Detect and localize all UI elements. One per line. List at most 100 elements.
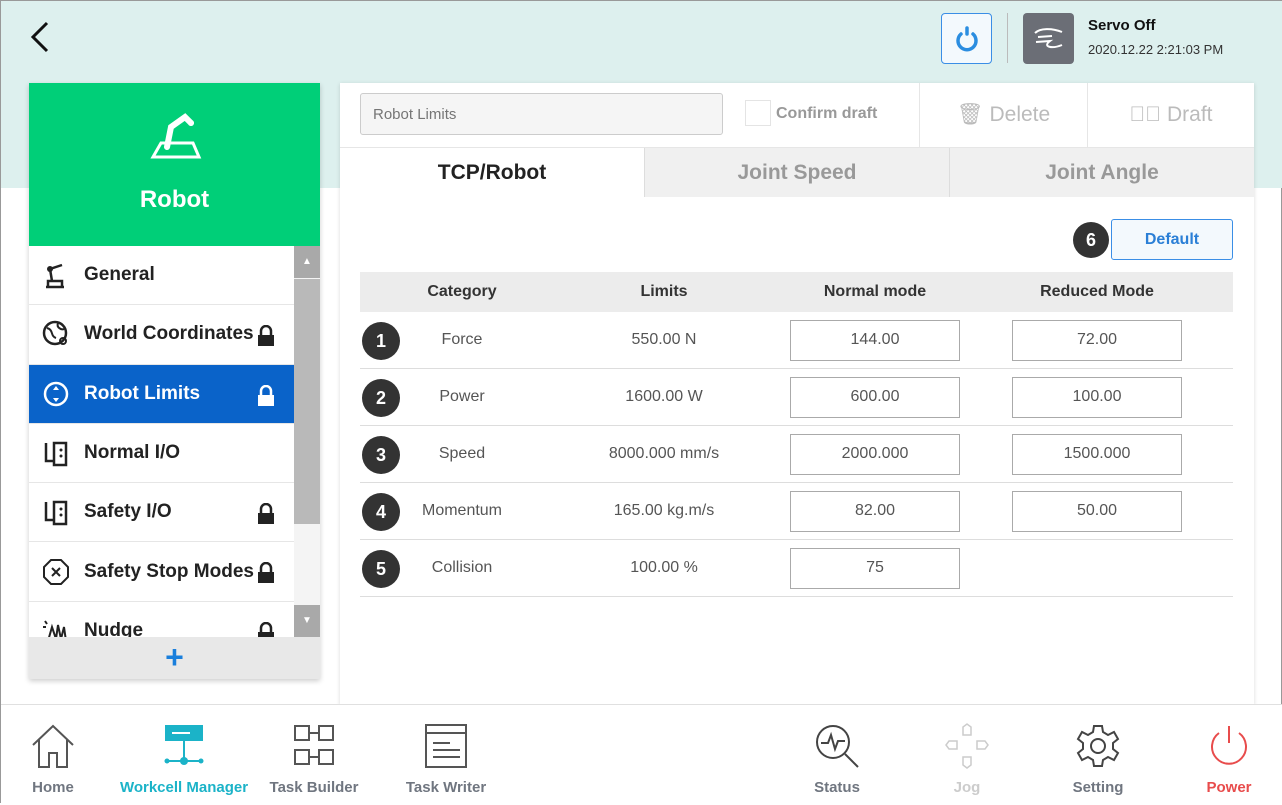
- reduced-mode-input[interactable]: [1012, 319, 1182, 361]
- hand-icon: [1033, 27, 1062, 48]
- sidebar-item-label: Normal I/O: [84, 442, 181, 464]
- nav-home[interactable]: Home: [23, 705, 83, 805]
- category-cell: Speed: [438, 445, 486, 462]
- gear-icon: [1076, 725, 1120, 767]
- table-row: Force 550.00 N: [360, 312, 1233, 369]
- main-panel: Confirm draft 🗑Delete ✓⃝Draft TCP/Robot …: [340, 83, 1254, 705]
- lock-icon: [256, 503, 276, 531]
- sidebar-header: Robot: [29, 83, 320, 246]
- bottom-nav: Home Workcell Manager Task Builder Task …: [1, 704, 1282, 804]
- nav-label: Workcell Manager: [119, 779, 249, 796]
- header-reduced: Reduced Mode: [1040, 283, 1154, 300]
- confirm-draft-label: Confirm draft: [776, 105, 878, 122]
- workcell-icon: [164, 725, 204, 765]
- nav-task-writer[interactable]: Task Writer: [401, 705, 491, 805]
- sidebar-item-label: Nudge: [84, 619, 144, 637]
- nav-label: Setting: [1072, 779, 1124, 796]
- home-icon: [32, 724, 74, 768]
- lock-icon: [256, 325, 276, 353]
- delete-label: Delete: [989, 103, 1051, 126]
- jog-icon: [945, 723, 989, 769]
- check-circle-icon: ✓⃝: [1129, 103, 1161, 126]
- reduced-mode-input[interactable]: [1012, 433, 1182, 475]
- category-cell: Momentum: [421, 502, 503, 519]
- divider: [1007, 13, 1008, 63]
- callout-badge: 3: [362, 436, 400, 474]
- tab-joint-speed[interactable]: Joint Speed: [644, 148, 949, 197]
- nav-label: Home: [32, 779, 74, 796]
- refresh-icon: [955, 25, 978, 51]
- nav-jog[interactable]: Jog: [937, 705, 997, 805]
- nav-label: Task Builder: [269, 779, 359, 796]
- robot-arm-icon: [41, 260, 71, 290]
- tab-bar: TCP/Robot Joint Speed Joint Angle: [340, 147, 1254, 197]
- sidebar-item-normal-i-o[interactable]: Normal I/O: [29, 424, 294, 484]
- sidebar: Robot General World Coordinates Robot Limi…: [29, 83, 320, 679]
- sidebar-item-world-coordinates[interactable]: World Coordinates: [29, 305, 294, 365]
- limit-cell: 165.00 kg.m/s: [613, 502, 715, 519]
- io-icon: [41, 438, 71, 468]
- normal-mode-input[interactable]: [790, 490, 960, 532]
- confirm-draft-checkbox[interactable]: [745, 100, 771, 126]
- default-button[interactable]: Default: [1111, 219, 1233, 260]
- tab-tcp-robot[interactable]: TCP/Robot: [340, 148, 644, 197]
- hand-icon: [41, 616, 71, 637]
- table-row: Momentum 165.00 kg.m/s: [360, 483, 1233, 540]
- datetime: 2020.12.22 2:21:03 PM: [1088, 42, 1224, 57]
- scroll-down-button[interactable]: ▼: [294, 605, 320, 637]
- header-category: Category: [427, 283, 497, 300]
- scroll-thumb[interactable]: [294, 279, 320, 524]
- table-header: Category Limits Normal mode Reduced Mode: [360, 272, 1233, 312]
- nav-label: Task Writer: [405, 779, 487, 796]
- limits-icon: [41, 379, 71, 409]
- nav-workcell-manager[interactable]: Workcell Manager: [113, 705, 255, 805]
- callout-badge: 4: [362, 493, 400, 531]
- power-icon: [1211, 726, 1247, 765]
- sidebar-item-label: Safety I/O: [84, 501, 172, 523]
- name-input[interactable]: [360, 93, 723, 135]
- table-row: Power 1600.00 W: [360, 369, 1233, 426]
- back-icon[interactable]: [27, 19, 57, 55]
- servo-status: Servo Off: [1088, 17, 1156, 34]
- nav-label: Power: [1206, 779, 1252, 796]
- draft-button[interactable]: ✓⃝ Draft: [1087, 83, 1254, 147]
- sidebar-title: Robot: [139, 186, 210, 213]
- category-cell: Collision: [431, 559, 493, 576]
- io-icon: [41, 497, 71, 527]
- normal-mode-input[interactable]: [790, 319, 960, 361]
- normal-mode-input[interactable]: [790, 376, 960, 418]
- refresh-button[interactable]: [941, 13, 992, 64]
- nav-task-builder[interactable]: Task Builder: [267, 705, 361, 805]
- sidebar-item-safety-i-o[interactable]: Safety I/O: [29, 483, 294, 543]
- tab-joint-angle[interactable]: Joint Angle: [949, 148, 1254, 197]
- limit-cell: 100.00 %: [630, 559, 698, 576]
- scroll-up-button[interactable]: ▲: [294, 246, 320, 278]
- lock-icon: [256, 384, 276, 413]
- sidebar-item-nudge[interactable]: Nudge: [29, 602, 294, 637]
- table-row: Collision 100.00 %: [360, 540, 1233, 597]
- scrollbar[interactable]: ▲ ▼: [294, 246, 320, 637]
- status-icon: [816, 725, 859, 768]
- servo-button[interactable]: [1023, 13, 1074, 64]
- nav-power[interactable]: Power: [1199, 705, 1259, 805]
- normal-mode-input[interactable]: [790, 433, 960, 475]
- callout-badge: 1: [362, 322, 400, 360]
- draft-label: Draft: [1166, 103, 1213, 126]
- reduced-mode-input[interactable]: [1012, 376, 1182, 418]
- normal-mode-input[interactable]: [790, 547, 960, 589]
- sidebar-item-label: General: [84, 264, 155, 286]
- nav-label: Status: [814, 779, 860, 796]
- delete-button[interactable]: 🗑 Delete: [919, 83, 1087, 147]
- nav-status[interactable]: Status: [807, 705, 867, 805]
- sidebar-item-safety-stop-modes[interactable]: Safety Stop Modes: [29, 542, 294, 602]
- sidebar-item-robot-limits[interactable]: Robot Limits: [29, 364, 294, 424]
- globe-icon: [41, 319, 71, 349]
- add-button[interactable]: +: [29, 637, 320, 679]
- lock-icon: [256, 562, 276, 590]
- sidebar-item-general[interactable]: General: [29, 246, 294, 306]
- sidebar-item-label: World Coordinates: [84, 323, 254, 345]
- nav-setting[interactable]: Setting: [1067, 705, 1129, 805]
- reduced-mode-input[interactable]: [1012, 490, 1182, 532]
- callout-badge: 2: [362, 379, 400, 417]
- stop-icon: [41, 557, 71, 587]
